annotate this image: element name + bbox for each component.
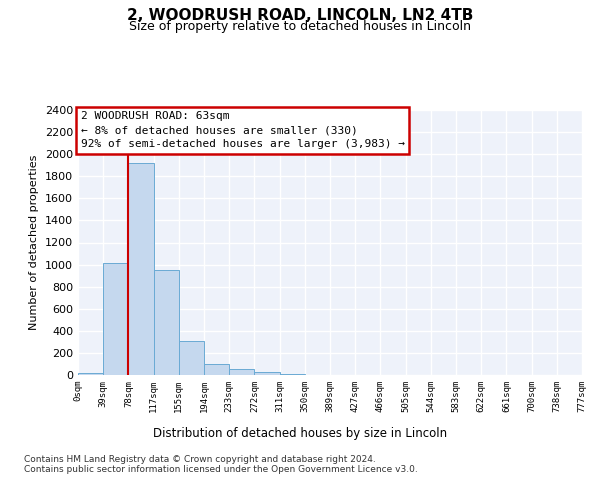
Bar [280,374,305,375]
Bar [254,372,280,375]
Text: 2, WOODRUSH ROAD, LINCOLN, LN2 4TB: 2, WOODRUSH ROAD, LINCOLN, LN2 4TB [127,8,473,22]
Bar [154,270,179,375]
Bar [229,369,254,375]
Text: 2 WOODRUSH ROAD: 63sqm
← 8% of detached houses are smaller (330)
92% of semi-det: 2 WOODRUSH ROAD: 63sqm ← 8% of detached … [80,111,404,149]
Bar [78,373,103,375]
Text: Contains HM Land Registry data © Crown copyright and database right 2024.
Contai: Contains HM Land Registry data © Crown c… [24,455,418,474]
Bar [204,364,229,375]
Bar [128,163,154,375]
Text: Size of property relative to detached houses in Lincoln: Size of property relative to detached ho… [129,20,471,33]
Bar [179,341,204,375]
Y-axis label: Number of detached properties: Number of detached properties [29,155,40,330]
Bar [103,264,128,375]
Text: Distribution of detached houses by size in Lincoln: Distribution of detached houses by size … [153,428,447,440]
